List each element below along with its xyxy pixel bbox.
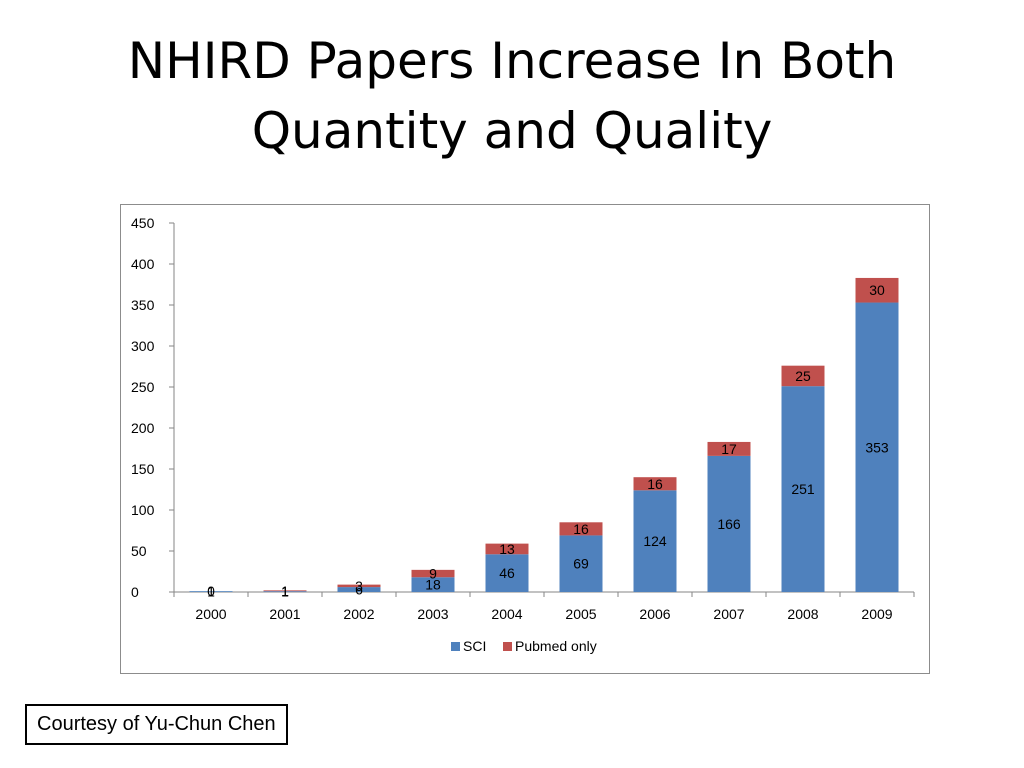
y-tick-label: 200 (131, 420, 155, 436)
data-label-sci: 166 (717, 516, 741, 532)
bar-sci (485, 554, 529, 592)
bar-sci (411, 577, 455, 592)
bar-pubmed-only (337, 584, 381, 588)
bar-sci (633, 490, 677, 592)
data-label-sci: 1 (281, 584, 289, 600)
x-tick-label: 2007 (713, 606, 744, 622)
y-tick-label: 400 (131, 256, 155, 272)
bar-pubmed-only (485, 543, 529, 555)
slide-title-line-2: Quantity and Quality (251, 102, 773, 160)
y-tick-label: 0 (131, 584, 139, 600)
y-tick-label: 50 (131, 543, 147, 559)
data-label-pubmed-only: 0 (207, 583, 215, 599)
bar-pubmed-only (263, 590, 307, 592)
bar-sci (337, 587, 381, 592)
y-tick-label: 350 (131, 297, 155, 313)
data-label-sci: 1 (207, 584, 215, 600)
credit-text: Courtesy of Yu-Chun Chen (37, 713, 276, 735)
bar-sci (781, 386, 825, 592)
legend-swatch-pubmed-only (503, 642, 512, 651)
bar-sci (559, 535, 603, 592)
legend-swatch-sci (451, 642, 460, 651)
legend-label-sci: SCI (463, 638, 486, 654)
y-tick-label: 100 (131, 502, 155, 518)
bar-pubmed-only (411, 569, 455, 578)
x-tick-label: 2005 (565, 606, 596, 622)
x-tick-label: 2001 (269, 606, 300, 622)
data-label-pubmed-only: 17 (721, 441, 737, 457)
data-label-sci: 69 (573, 556, 589, 572)
y-tick-label: 250 (131, 379, 155, 395)
data-label-pubmed-only: 3 (355, 578, 363, 594)
data-label-sci: 353 (865, 439, 889, 455)
x-tick-label: 2009 (861, 606, 892, 622)
x-tick-label: 2008 (787, 606, 818, 622)
bar-pubmed-only (781, 365, 825, 387)
bar-sci (707, 455, 751, 592)
data-label-pubmed-only: 13 (499, 541, 515, 557)
x-tick-label: 2000 (195, 606, 226, 622)
data-label-sci: 251 (791, 481, 815, 497)
data-label-pubmed-only: 25 (795, 368, 811, 384)
stacked-bar-chart: 0501001502002503003504004501020001120016… (131, 215, 915, 654)
data-label-pubmed-only: 9 (429, 566, 437, 582)
chart-frame: 0 50 100 150 200 250 300 350 400 450 1 0 2000 1 1 2001 6… (120, 204, 930, 674)
legend-label-pubmed-only: Pubmed only (515, 638, 597, 654)
x-tick-label: 2003 (417, 606, 448, 622)
y-tick-label: 300 (131, 338, 155, 354)
bar-sci (855, 302, 899, 592)
data-label-sci: 6 (355, 582, 363, 598)
y-tick-label: 450 (131, 215, 155, 231)
data-label-sci: 124 (643, 533, 667, 549)
data-label-sci: 46 (499, 565, 515, 581)
credit-box: Courtesy of Yu-Chun Chen (25, 704, 288, 745)
x-tick-label: 2002 (343, 606, 374, 622)
data-label-pubmed-only: 16 (647, 476, 663, 492)
bar-pubmed-only (855, 277, 899, 303)
data-label-pubmed-only: 1 (281, 583, 289, 599)
bar-pubmed-only (707, 441, 751, 456)
data-label-sci: 18 (425, 577, 441, 593)
bar-sci (263, 591, 307, 592)
bar-pubmed-only (633, 477, 677, 491)
bar-sci (189, 591, 233, 592)
x-tick-label: 2004 (491, 606, 522, 622)
slide-title: NHIRD Papers Increase In Both Quantity a… (0, 26, 1024, 166)
slide-title-line-1: NHIRD Papers Increase In Both (127, 32, 897, 90)
y-tick-label: 150 (131, 461, 155, 477)
x-tick-label: 2006 (639, 606, 670, 622)
data-label-pubmed-only: 30 (869, 282, 885, 298)
bar-pubmed-only (559, 522, 603, 536)
data-label-pubmed-only: 16 (573, 521, 589, 537)
